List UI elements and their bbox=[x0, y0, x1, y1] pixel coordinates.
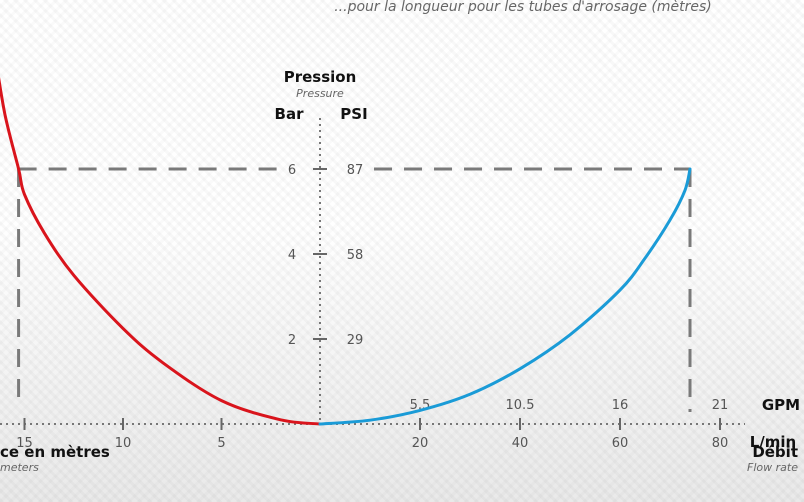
distance-axis-subtitle: meters bbox=[0, 461, 39, 474]
bar-tick-label: 2 bbox=[288, 333, 296, 348]
distance-axis-title: ce en mètres bbox=[0, 443, 110, 461]
lmin-tick-label: 40 bbox=[512, 436, 529, 451]
psi-tick-label: 87 bbox=[347, 163, 364, 178]
psi-tick-label: 29 bbox=[347, 333, 364, 348]
gpm-tick-label: 10.5 bbox=[506, 398, 535, 413]
curves bbox=[0, 77, 692, 426]
header-text: ...pour la longueur pour les tubes d'arr… bbox=[334, 0, 712, 15]
gpm-unit-label: GPM bbox=[762, 396, 800, 414]
psi-tick-label: 58 bbox=[347, 248, 364, 263]
bar-unit-label: Bar bbox=[275, 105, 305, 123]
flow-axis-title: Débit bbox=[752, 443, 798, 461]
gpm-tick-label: 21 bbox=[712, 398, 729, 413]
lmin-unit-label: L/min bbox=[750, 433, 797, 451]
distance-tick-label: 15 bbox=[16, 436, 33, 451]
reference-lines bbox=[17, 167, 692, 412]
flow-axis-subtitle: Flow rate bbox=[747, 461, 798, 474]
lmin-tick-label: 60 bbox=[612, 436, 629, 451]
pressure-axis-title: Pression bbox=[284, 68, 357, 86]
bar-tick-label: 6 bbox=[288, 163, 296, 178]
flow-curve bbox=[318, 167, 692, 426]
distance-tick-label: 10 bbox=[115, 436, 132, 451]
lmin-tick-label: 20 bbox=[412, 436, 429, 451]
distance-curve bbox=[0, 77, 322, 426]
lmin-tick-label: 80 bbox=[712, 436, 729, 451]
gpm-tick-label: 16 bbox=[612, 398, 629, 413]
pressure-axis-subtitle: Pressure bbox=[296, 87, 344, 100]
distance-tick-label: 5 bbox=[217, 436, 225, 451]
psi-unit-label: PSI bbox=[340, 105, 367, 123]
distance-ticks: 15 10 5 bbox=[16, 418, 226, 451]
pressure-ticks: 2 29 4 58 6 87 bbox=[288, 163, 363, 348]
bar-tick-label: 4 bbox=[288, 248, 296, 263]
flow-ticks: 20 40 60 805.5 10.5 16 21 bbox=[410, 398, 729, 451]
